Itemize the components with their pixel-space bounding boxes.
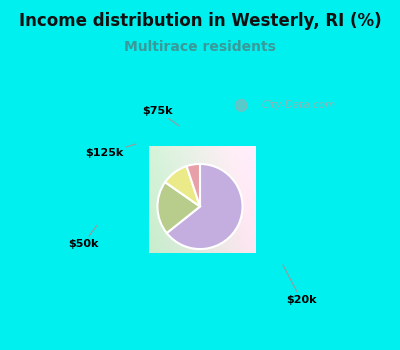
Text: City-Data.com: City-Data.com	[261, 100, 335, 110]
Text: $50k: $50k	[68, 226, 98, 249]
Wedge shape	[167, 164, 242, 249]
Text: $125k: $125k	[85, 144, 136, 158]
Text: Income distribution in Westerly, RI (%): Income distribution in Westerly, RI (%)	[19, 12, 381, 30]
Text: $20k: $20k	[283, 265, 316, 304]
Text: Multirace residents: Multirace residents	[124, 40, 276, 54]
Wedge shape	[186, 164, 200, 206]
Wedge shape	[165, 166, 200, 206]
Wedge shape	[158, 182, 200, 233]
Text: $75k: $75k	[142, 106, 179, 126]
Circle shape	[235, 99, 247, 111]
